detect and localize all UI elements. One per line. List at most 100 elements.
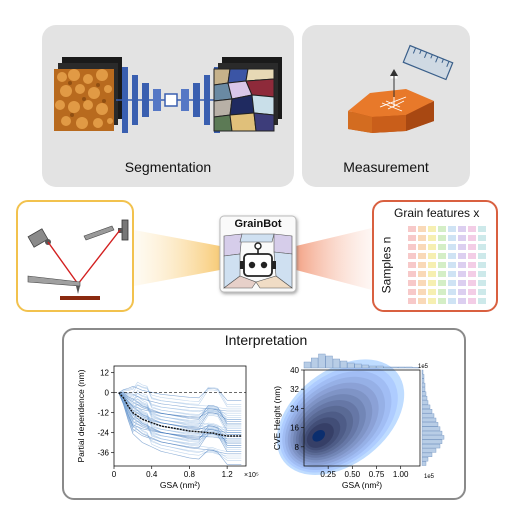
y-tick-label: -12 [97, 409, 109, 418]
feature-cell [458, 262, 466, 268]
measurement-panel: Measurement [302, 25, 470, 187]
robot-icon [240, 242, 276, 277]
feature-cell [418, 253, 426, 259]
mean-pd-line [118, 392, 242, 437]
feature-cell [448, 262, 456, 268]
hist-bar [398, 366, 406, 369]
ice-curve [118, 392, 242, 435]
feature-matrix [408, 226, 486, 304]
ice-curve [118, 391, 242, 412]
feature-cell [408, 262, 416, 268]
feature-cell [468, 235, 476, 241]
feature-cell [428, 244, 436, 250]
feature-cell [418, 289, 426, 295]
measurement-graphic [348, 44, 454, 133]
x-tick-label: 0.75 [369, 470, 385, 479]
ice-curve [118, 392, 242, 431]
ice-curve [118, 392, 242, 455]
ruler-icon [402, 44, 454, 81]
feature-cell [418, 298, 426, 304]
hist-bar [354, 363, 362, 369]
hist-bar [421, 400, 429, 405]
ice-curve [118, 392, 242, 446]
feature-cell [458, 226, 466, 232]
feature-cell [418, 280, 426, 286]
feature-cell [458, 280, 466, 286]
kde-peak [312, 429, 325, 442]
hist-bar [421, 395, 428, 401]
x-tick-label: 0.8 [184, 470, 196, 479]
kde-plot-frame [303, 369, 421, 467]
feature-cell [428, 298, 436, 304]
feature-cell [418, 235, 426, 241]
feature-cell [418, 226, 426, 232]
ice-curve [118, 389, 242, 420]
feature-cell [458, 289, 466, 295]
x-tick-label: 0.25 [320, 470, 336, 479]
segmentation-panel: Segmentation [42, 25, 294, 187]
hist-bar [390, 366, 398, 369]
partial-dependence-chart: 12 0 -12 -24 -36 0 0.4 0.8 1.2 ×10⁵ GSA (nm²) Parti… [76, 365, 259, 490]
pd-plot-frame [113, 365, 247, 467]
feature-cell [448, 298, 456, 304]
feature-cell [468, 253, 476, 259]
x-tick-label: 0.50 [345, 470, 361, 479]
feature-cell [408, 280, 416, 286]
feature-cell [438, 289, 446, 295]
y-tick-label: 16 [290, 424, 299, 433]
feature-cell [478, 271, 486, 277]
hist-bar [405, 366, 413, 369]
feature-cell [428, 226, 436, 232]
ice-curve [118, 392, 242, 440]
interpretation-panel: Interpretation 12 0 -12 -24 -36 0 0.4 0.8 1.2 ×10… [62, 328, 466, 500]
right-histogram [421, 369, 445, 466]
feature-cell [468, 298, 476, 304]
hist-bar [361, 364, 369, 369]
y-tick-label: 40 [290, 366, 299, 375]
y-tick-label: 0 [105, 389, 110, 398]
hist-bar [369, 365, 377, 369]
ice-curve [118, 392, 242, 429]
feature-cell [478, 235, 486, 241]
x-tick-label: 0 [112, 470, 117, 479]
hist-bar [421, 461, 427, 466]
hist-bar [421, 409, 433, 414]
measurement-label: Measurement [343, 159, 429, 175]
feature-cell [438, 244, 446, 250]
feature-cell [468, 271, 476, 277]
ice-curve [118, 385, 242, 401]
feature-cell [458, 271, 466, 277]
sample-stage [60, 296, 100, 300]
hist-bar [421, 382, 426, 388]
feature-cell [448, 289, 456, 295]
y-axis-label: Partial dependence (nm) [76, 369, 86, 462]
features-title: Grain features x [394, 206, 480, 220]
y-tick-label: 24 [290, 404, 299, 413]
feature-cell [438, 280, 446, 286]
feature-cell [468, 280, 476, 286]
hist-bar [347, 362, 355, 369]
feature-cell [458, 298, 466, 304]
feature-cell [418, 262, 426, 268]
feature-cell [478, 262, 486, 268]
feature-cell [468, 226, 476, 232]
afm-instrument-panel [16, 200, 134, 312]
x-multiplier: 1e5 [424, 474, 435, 480]
feature-cell [478, 280, 486, 286]
feature-cell [448, 226, 456, 232]
hist-bar [340, 360, 348, 369]
feature-cell [438, 298, 446, 304]
grain-features-panel: Grain features x Samples n [372, 200, 498, 312]
glow-left [134, 230, 220, 286]
laser-source-icon [27, 228, 51, 248]
kde-contours [276, 359, 405, 475]
ice-curve [118, 392, 242, 425]
y-axis-label: CVE Height (nm) [272, 386, 282, 450]
feature-cell [478, 289, 486, 295]
feature-cell [408, 289, 416, 295]
photodetector-icon [118, 219, 129, 241]
feature-cell [478, 226, 486, 232]
x-tick-label: 1.00 [393, 470, 409, 479]
ice-curve [118, 392, 242, 431]
x-axis-label: GSA (nm²) [160, 480, 200, 490]
